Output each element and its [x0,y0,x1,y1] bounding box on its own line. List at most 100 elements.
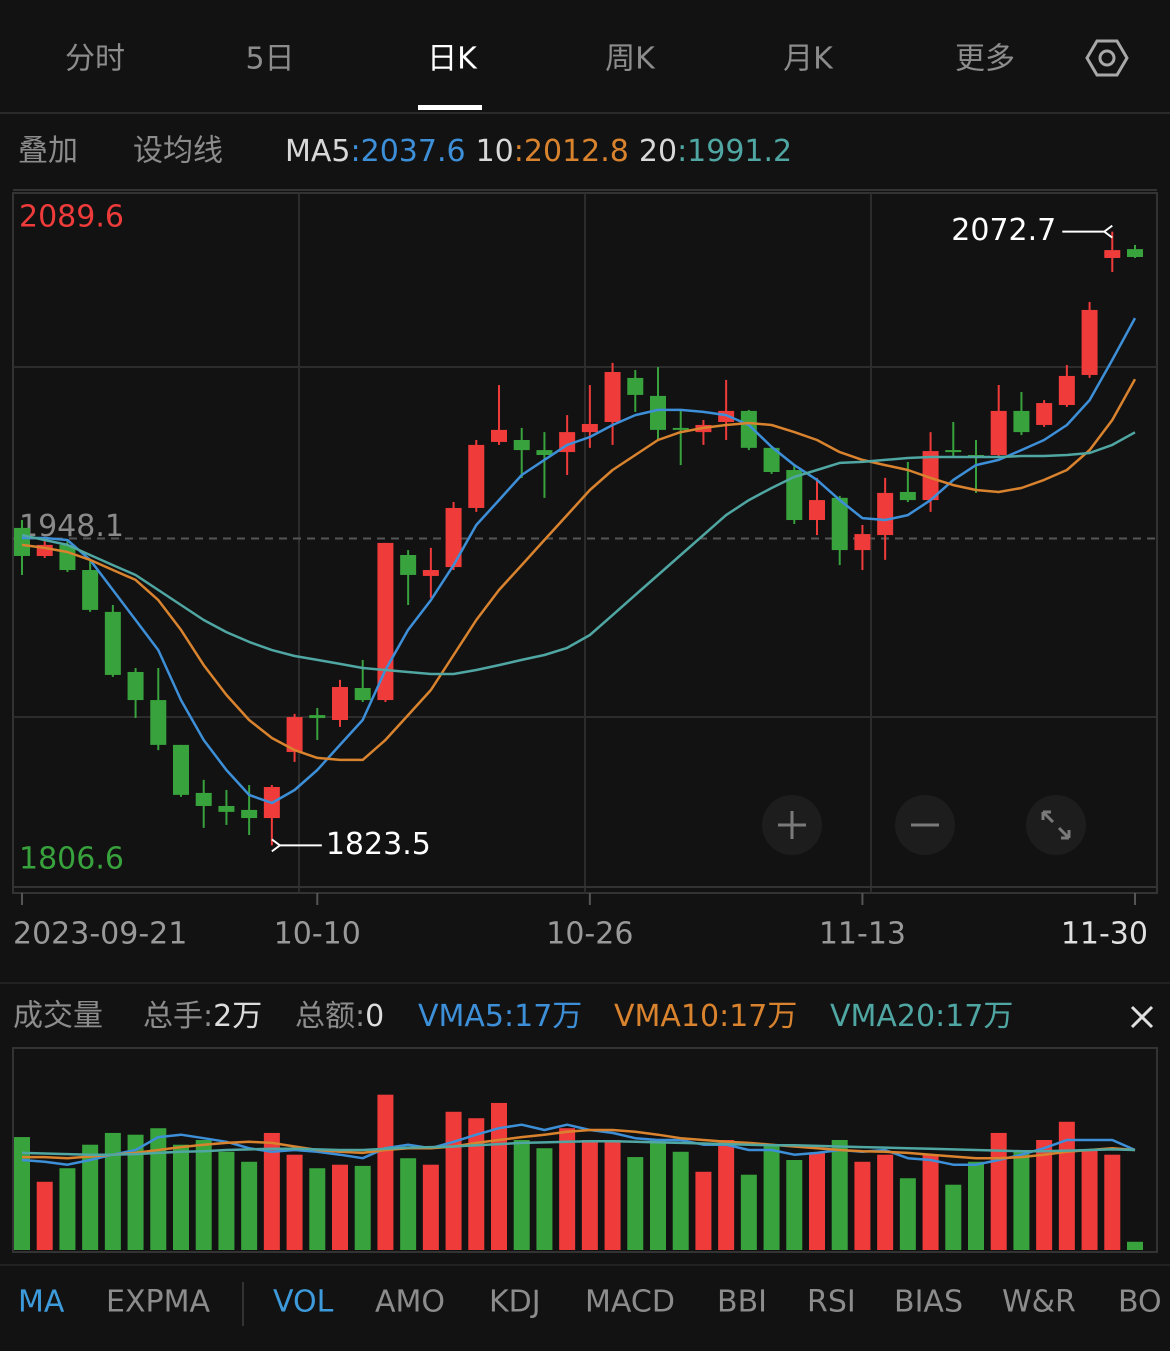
volume-bar [354,1165,371,1250]
vma-line [21,1123,1136,1166]
legend-value: 17万 [514,999,582,1034]
volume-bar [127,1134,144,1250]
volume-bar [945,1184,962,1250]
indicator-tab[interactable]: KDJ [489,1285,541,1320]
indicator-tab[interactable]: RSI [807,1285,856,1320]
legend-name: VMA5 [418,999,504,1034]
candle-body [150,700,167,745]
candle-body [899,491,916,501]
legend-name: MA5 [285,134,351,169]
candle-body [740,410,757,448]
indicator-tab[interactable]: W&R [1002,1285,1076,1320]
vma-legend: VMA10:17万 [614,999,797,1034]
volume-bar [377,1094,394,1250]
vma-legend: VMA20:17万 [830,999,1013,1034]
legend-value: 2037.6 [361,134,466,169]
button-bg [1026,795,1086,855]
annotation-arrowhead [1102,224,1113,239]
candle-body [513,439,530,451]
tab[interactable]: 日K [427,42,478,77]
volume-bar [309,1168,326,1250]
zoom-minus-button[interactable] [895,795,955,855]
indicator-tab[interactable]: BO [1118,1285,1162,1320]
legend-sep: : [935,999,945,1034]
candle-body [1081,309,1098,375]
annotation-label: 2072.7 [951,213,1056,248]
legend-sep: : [677,134,687,169]
ma-line [21,431,1136,676]
indicator-tab[interactable]: MACD [585,1285,675,1320]
annotation-arrowhead [271,838,282,853]
candle-body [763,447,780,473]
tab[interactable]: 5日 [245,42,294,77]
volume-bar [332,1164,348,1250]
candle-body [400,555,417,575]
volume-bar [1081,1150,1098,1250]
close-icon[interactable] [1130,1005,1154,1029]
candle-body [127,671,144,701]
candle-body [1104,250,1121,258]
legend-value: 17万 [945,999,1013,1034]
volume-stat: 总手:2万 [143,999,262,1034]
tab[interactable]: 周K [605,42,656,77]
gear-outline [1085,39,1129,77]
tab[interactable]: 更多 [955,42,1015,77]
volume-bar [922,1154,939,1250]
volume-bar [650,1140,666,1250]
toolbar-button[interactable]: 设均线 [133,134,223,169]
y-tick-label: 1806.6 [19,842,124,877]
indicator-tab[interactable]: AMO [375,1285,445,1320]
volume-bar [718,1140,735,1250]
volume-bar [672,1151,689,1250]
indicator-tab[interactable]: BBI [717,1285,767,1320]
candle-body [173,744,189,795]
candle-body [14,527,30,556]
volume-bar [809,1152,825,1250]
indicator-tab[interactable]: EXPMA [106,1285,210,1320]
stat-value: 0 [365,999,384,1034]
tab[interactable]: 月K [783,42,834,77]
candle-body [354,687,371,701]
volume-bar [899,1178,916,1250]
icon-stroke [1057,826,1071,840]
candle-body [468,444,485,508]
legend-sep: : [514,134,524,169]
volume-bar [59,1168,76,1250]
volume-bar [695,1171,712,1250]
volume-bar [877,1154,894,1250]
volume-bar [173,1144,189,1250]
zoom-plus-button[interactable] [762,795,822,855]
candle-body [309,715,326,719]
volume-bar [14,1137,30,1250]
candle-body [672,427,689,430]
legend-sep: : [351,134,361,169]
volume-bar [763,1145,780,1250]
legend-value: 17万 [729,999,797,1034]
candle-body [854,534,871,551]
indicator-tab[interactable]: VOL [273,1285,334,1320]
tab[interactable]: 分时 [65,42,125,77]
volume-frame [12,1047,1158,1253]
volume-bar [104,1132,121,1250]
volume-bar [968,1161,984,1250]
settings-icon[interactable] [1085,39,1129,77]
candle-body [332,687,348,721]
volume-bar [627,1157,644,1250]
volume-bar [445,1111,462,1250]
candle-body [786,470,803,521]
legend-value: 2012.8 [524,134,629,169]
volume-bar [468,1118,485,1250]
toolbar-button[interactable]: 叠加 [18,134,78,169]
volume-bar [1013,1150,1030,1250]
legend-name: VMA20 [830,999,935,1034]
zoom-expand-button[interactable] [1026,795,1086,855]
active-tab-underline [418,105,482,110]
candle-body [922,451,939,501]
candle-body [286,717,303,753]
volume-bar [786,1160,803,1250]
candle-body [627,377,644,395]
indicator-tab[interactable]: MA [18,1285,65,1320]
volume-bar [241,1161,258,1250]
candle-body [491,429,507,442]
indicator-tab[interactable]: BIAS [894,1285,963,1320]
